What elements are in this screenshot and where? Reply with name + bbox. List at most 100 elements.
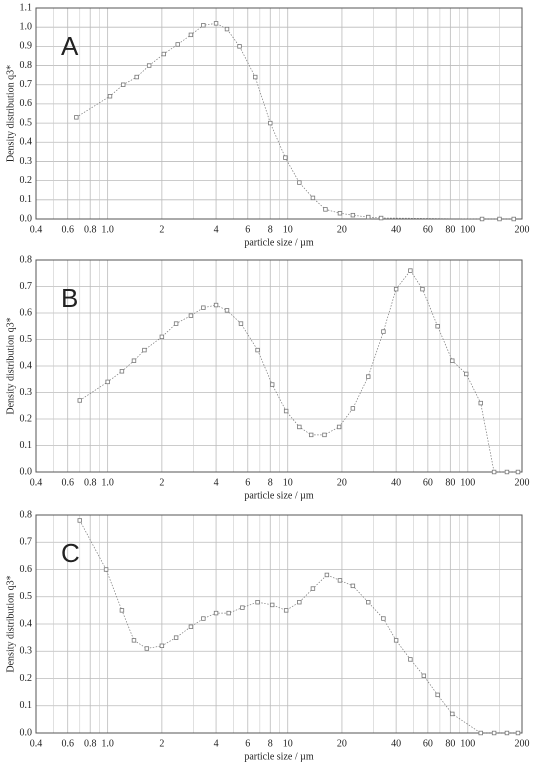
data-point <box>268 120 273 126</box>
x-tick-label: 200 <box>515 477 530 488</box>
y-tick-label: 0.6 <box>20 564 33 575</box>
x-axis-label: particle size / µm <box>244 751 314 762</box>
data-point <box>103 567 109 572</box>
data-point <box>322 432 327 438</box>
data-point <box>173 635 179 640</box>
plot-frame <box>35 514 523 734</box>
data-point <box>310 195 316 201</box>
y-axis-label: Density distribution q3* <box>5 317 16 414</box>
y-tick-label: 0.8 <box>20 60 33 71</box>
data-point <box>201 616 206 621</box>
data-point <box>142 347 147 353</box>
data-point <box>226 610 231 616</box>
y-tick-label: 0.0 <box>20 213 33 224</box>
data-point <box>213 21 219 26</box>
x-tick-label: 0.4 <box>30 477 43 488</box>
y-tick-label: 0.2 <box>20 413 33 424</box>
data-point <box>478 400 483 406</box>
x-tick-label: 40 <box>391 224 401 235</box>
data-point <box>188 313 194 318</box>
x-axis-label: particle size / µm <box>244 490 314 501</box>
data-point <box>497 216 502 222</box>
x-tick-label: 4 <box>214 477 219 488</box>
data-point <box>393 286 399 292</box>
data-point <box>511 216 516 222</box>
data-point <box>134 74 139 80</box>
x-tick-label: 60 <box>423 738 433 749</box>
x-tick-label: 20 <box>337 738 347 749</box>
data-point <box>435 324 440 329</box>
y-tick-label: 0.4 <box>20 137 33 148</box>
data-point <box>77 518 82 523</box>
data-point <box>188 624 194 629</box>
panel-label: A <box>61 31 79 61</box>
series-line <box>79 269 518 473</box>
x-tick-label: 20 <box>337 224 347 235</box>
data-point <box>350 583 356 589</box>
data-point <box>350 212 356 218</box>
x-tick-label: 6 <box>245 738 250 749</box>
data-point <box>224 308 230 313</box>
x-tick-label: 20 <box>337 477 347 488</box>
x-tick-label: 10 <box>283 477 293 488</box>
x-tick-label: 8 <box>268 738 273 749</box>
x-tick-label: 200 <box>515 738 530 749</box>
data-point <box>504 730 510 736</box>
data-point <box>435 692 440 698</box>
data-point <box>161 51 166 57</box>
plot-frame <box>35 7 523 220</box>
data-point <box>297 600 302 605</box>
x-tick-label: 100 <box>460 477 475 488</box>
data-point <box>77 398 82 403</box>
data-point <box>381 329 386 334</box>
data-point <box>478 730 483 736</box>
data-point <box>366 600 371 605</box>
y-tick-label: 0.3 <box>20 646 33 657</box>
y-tick-label: 0.3 <box>20 156 33 167</box>
data-point <box>310 586 316 591</box>
x-tick-label: 40 <box>391 477 401 488</box>
data-point <box>146 63 152 68</box>
data-point <box>337 211 343 216</box>
data-point <box>420 286 425 292</box>
data-point <box>121 82 126 87</box>
x-tick-label: 8 <box>268 477 273 488</box>
x-tick-label: 10 <box>283 738 293 749</box>
y-tick-label: 0.5 <box>20 334 33 345</box>
x-tick-label: 100 <box>460 738 475 749</box>
y-tick-label: 1.0 <box>20 21 33 32</box>
x-tick-label: 0.8 <box>84 224 97 235</box>
data-point <box>255 347 260 353</box>
plot-area <box>36 8 522 219</box>
data-point <box>297 180 302 185</box>
x-tick-label: 60 <box>423 477 433 488</box>
y-tick-label: 0.4 <box>20 360 33 371</box>
y-tick-label: 0.2 <box>20 175 33 186</box>
y-tick-label: 0.6 <box>20 307 33 318</box>
y-tick-label: 0.7 <box>20 281 33 292</box>
data-point <box>270 602 275 608</box>
y-tick-label: 0.3 <box>20 387 33 398</box>
data-point <box>253 74 258 80</box>
data-point <box>188 32 194 38</box>
x-tick-label: 1.0 <box>101 477 114 488</box>
x-tick-label: 40 <box>391 738 401 749</box>
y-axis-label: Density distribution q3* <box>5 65 16 162</box>
data-point <box>283 608 289 613</box>
data-point <box>378 215 384 221</box>
data-point <box>337 578 343 583</box>
y-tick-label: 0.5 <box>20 117 33 128</box>
y-tick-label: 0.4 <box>20 618 33 629</box>
data-point <box>515 469 521 475</box>
data-point <box>224 26 230 32</box>
data-point <box>105 379 110 385</box>
x-tick-label: 100 <box>460 224 475 235</box>
data-point <box>308 432 314 438</box>
y-tick-label: 0.5 <box>20 591 33 602</box>
data-point <box>237 44 242 49</box>
data-point <box>515 730 521 736</box>
data-point <box>381 616 386 621</box>
data-point <box>255 600 260 605</box>
data-point <box>119 369 125 374</box>
